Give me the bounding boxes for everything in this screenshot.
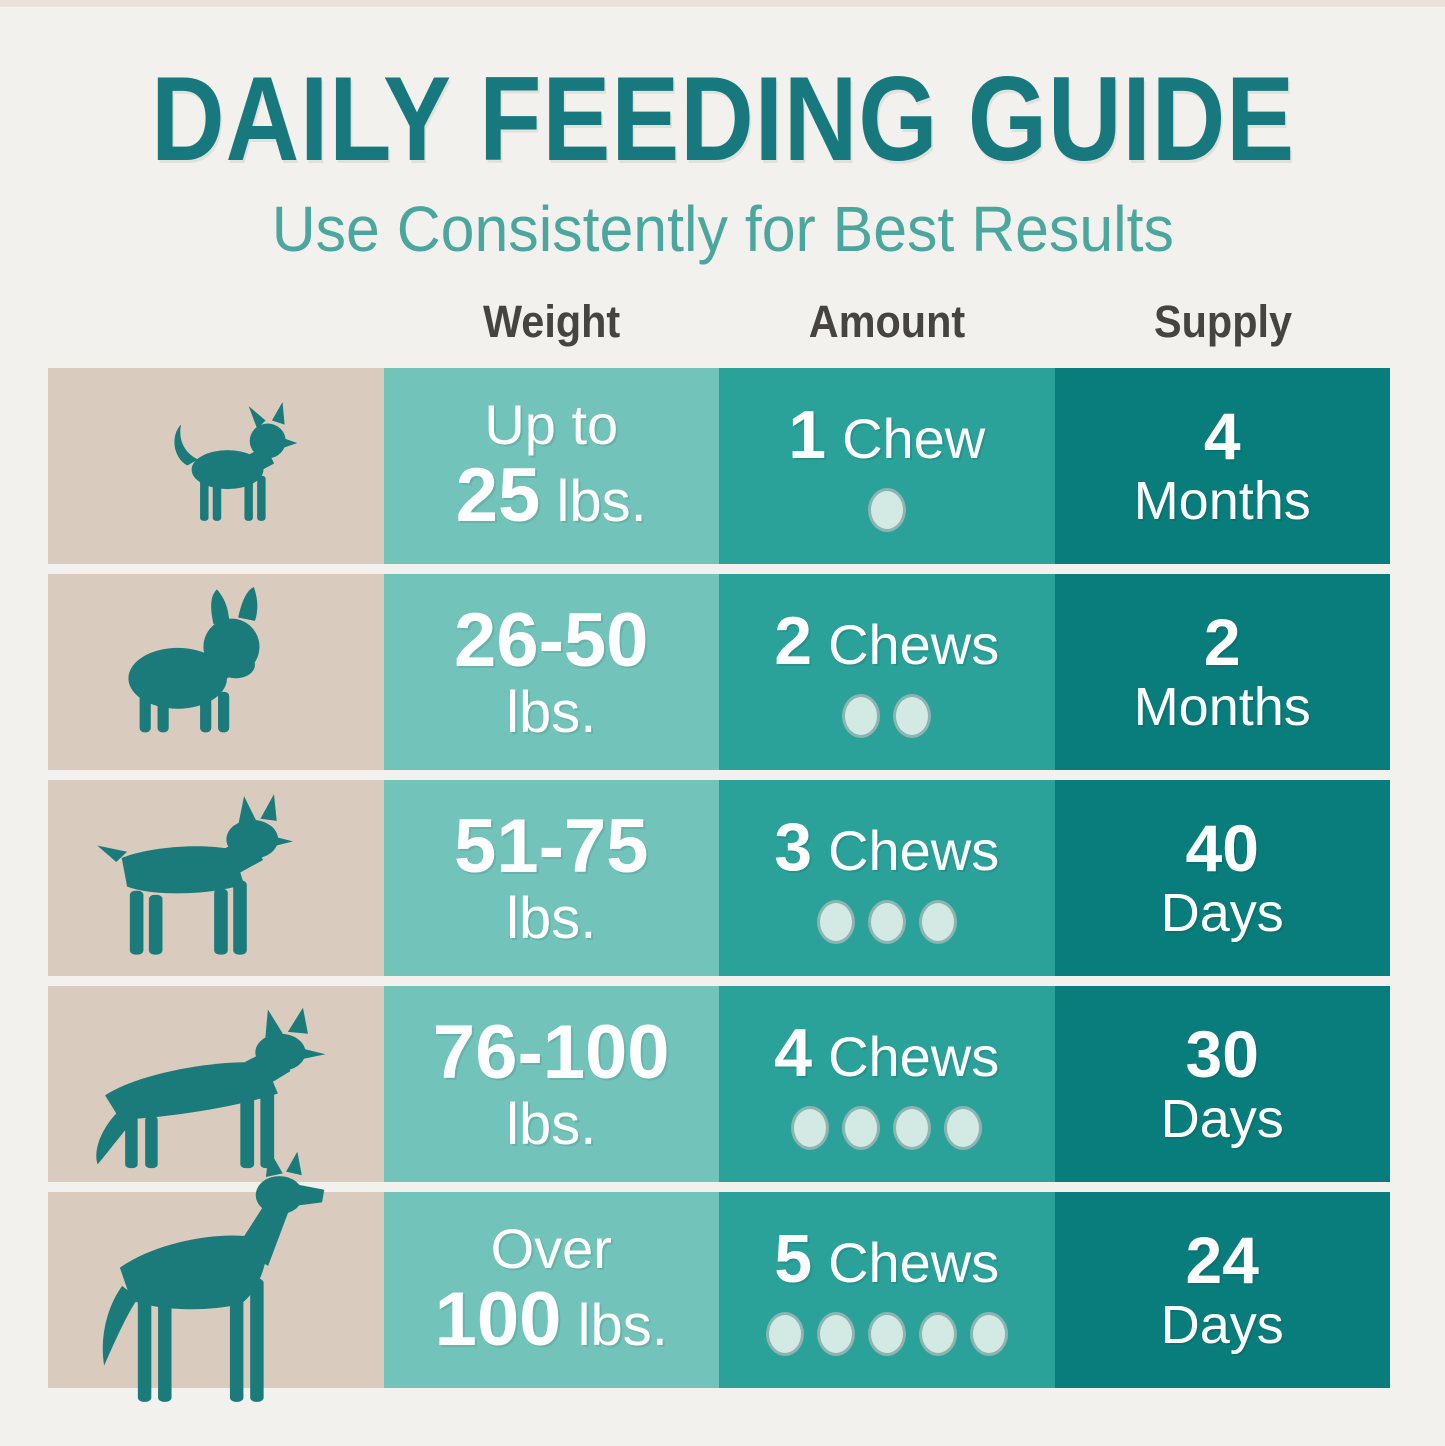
chew-count: 4: [774, 1015, 813, 1092]
chew-label: Chews: [828, 613, 1000, 677]
weight-cell: 51-75 lbs.: [383, 780, 719, 976]
chew-dots: [867, 487, 906, 533]
amount-cell: 5 Chews: [719, 1192, 1055, 1388]
weight-unit: [540, 469, 556, 534]
weight-value: 26-50: [454, 597, 649, 683]
chew-dots: [765, 1311, 1008, 1357]
supply-cell: 24 Days: [1054, 1192, 1390, 1388]
table-row: Over 100 lbs. 5 Chews 24 Days: [48, 1192, 1390, 1388]
chew-dot-icon: [918, 899, 957, 944]
great-dane-icon: [102, 1149, 325, 1402]
chew-dots: [842, 693, 932, 739]
page-title: DAILY FEEDING GUIDE: [150, 52, 1295, 186]
supply-unit: Months: [1133, 677, 1311, 738]
weight-value: 100: [434, 1277, 562, 1363]
chihuahua-icon: [174, 402, 298, 521]
supply-value: 24: [1185, 1223, 1259, 1298]
weight-cell: Over 100 lbs.: [383, 1192, 719, 1388]
table-row: 76-100 lbs. 4 Chews 30 Days: [48, 986, 1390, 1182]
supply-cell: 2 Months: [1054, 574, 1390, 770]
supply-cell: 4 Months: [1054, 368, 1390, 564]
chew-dot-icon: [893, 1105, 932, 1150]
subheader: Use Consistently for Best Results: [0, 192, 1445, 266]
column-header-weight: Weight: [483, 296, 621, 347]
chew-dot-icon: [969, 1311, 1008, 1356]
header: DAILY FEEDING GUIDE: [0, 50, 1445, 188]
chew-dot-icon: [893, 693, 932, 738]
chew-dot-icon: [944, 1105, 983, 1150]
supply-unit: Days: [1160, 1089, 1284, 1150]
chew-dot-icon: [867, 899, 906, 944]
chew-dot-icon: [842, 693, 881, 738]
weight-value: 76-100: [432, 1009, 670, 1095]
supply-unit: Days: [1160, 883, 1284, 944]
chew-dot-icon: [816, 1311, 855, 1356]
table-row: Up to 25 lbs. 1 Chew 4 Months: [48, 368, 1390, 564]
chew-label: Chew: [842, 407, 986, 471]
chew-label: Chews: [828, 819, 1000, 883]
chew-count: 1: [788, 397, 827, 474]
chew-dot-icon: [918, 1311, 957, 1356]
chew-dot-icon: [867, 487, 906, 532]
chew-label: Chews: [828, 1025, 1000, 1089]
chew-count: 3: [774, 809, 813, 886]
supply-value: 30: [1185, 1017, 1259, 1092]
chew-dot-icon: [765, 1311, 804, 1356]
weight-unit: lbs.: [506, 885, 597, 951]
amount-cell: 2 Chews: [719, 574, 1055, 770]
chew-dot-icon: [842, 1105, 881, 1150]
column-header-supply: Supply: [1153, 296, 1292, 347]
table-row: 51-75 lbs. 3 Chews 40 Days: [48, 780, 1390, 976]
amount-cell: 1 Chew: [719, 368, 1055, 564]
supply-value: 40: [1185, 811, 1259, 886]
page-subtitle: Use Consistently for Best Results: [271, 193, 1174, 265]
boxer-icon: [97, 794, 294, 955]
chew-dot-icon: [816, 899, 855, 944]
supply-unit: Months: [1133, 471, 1311, 532]
chew-count: 5: [774, 1221, 813, 1298]
weight-value: 51-75: [454, 803, 649, 889]
weight-cell: 76-100 lbs.: [383, 986, 719, 1182]
chew-dot-icon: [867, 1311, 906, 1356]
weight-unit: lbs.: [506, 1091, 597, 1157]
chew-dots: [791, 1105, 983, 1151]
weight-prefix: Up to: [484, 392, 619, 456]
column-header-amount: Amount: [808, 296, 966, 347]
amount-cell: 4 Chews: [719, 986, 1055, 1182]
weight-cell: 26-50 lbs.: [383, 574, 719, 770]
chew-dot-icon: [791, 1105, 830, 1150]
chew-count: 2: [774, 603, 813, 680]
amount-cell: 3 Chews: [719, 780, 1055, 976]
supply-value: 4: [1203, 399, 1241, 474]
top-border-strip: [0, 0, 1445, 7]
weight-unit: lbs.: [506, 679, 597, 745]
french-bulldog-icon: [128, 587, 260, 733]
chew-dots: [816, 899, 957, 945]
weight-prefix: Over: [490, 1216, 612, 1280]
weight-unit: [561, 1293, 577, 1358]
weight-value: 25: [455, 453, 541, 539]
german-shepherd-icon: [96, 1007, 326, 1169]
supply-unit: Days: [1160, 1295, 1284, 1356]
supply-cell: 40 Days: [1054, 780, 1390, 976]
chew-label: Chews: [828, 1231, 1000, 1295]
supply-value: 2: [1203, 605, 1241, 680]
weight-cell: Up to 25 lbs.: [383, 368, 719, 564]
supply-cell: 30 Days: [1054, 986, 1390, 1182]
